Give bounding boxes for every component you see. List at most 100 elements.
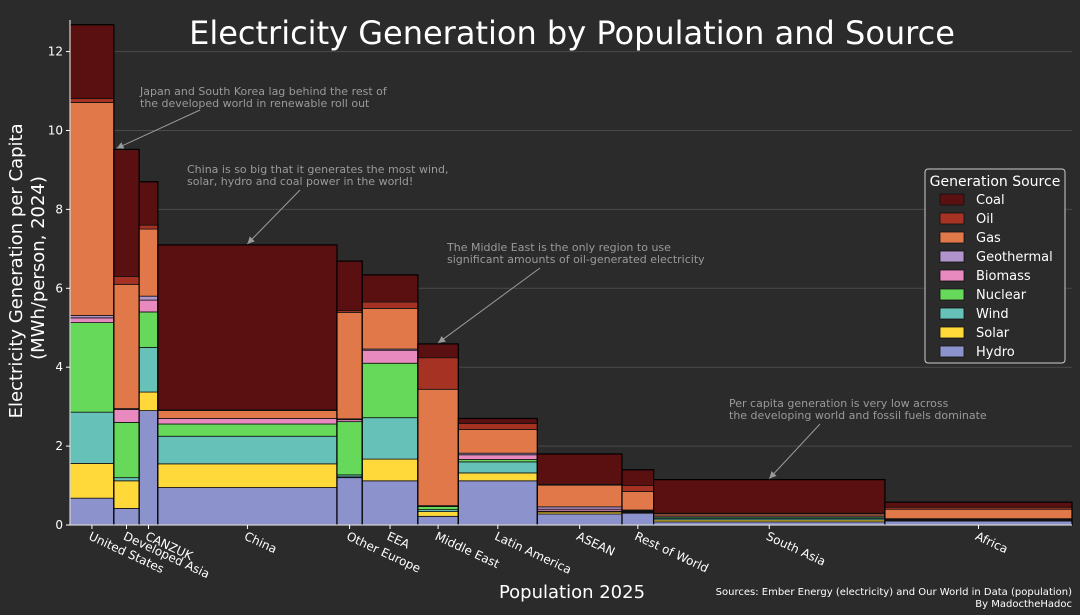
y-axis-label-line-2: (MWh/person, 2024) <box>28 176 49 360</box>
legend: Generation Source Coal Oil Gas Geothermal Bi… <box>924 168 1066 364</box>
bar-segment-middle-east-solar <box>417 511 459 517</box>
bar-segment-canzuk-solar <box>138 391 159 411</box>
legend-label: Solar <box>976 326 1010 341</box>
bar-segment-africa-coal <box>884 501 1073 508</box>
y-tick-label: 12 <box>48 45 63 59</box>
y-tick-label: 2 <box>55 439 63 453</box>
bar-segment-developed-asia-wind <box>113 477 140 482</box>
bar-segment-canzuk-wind <box>138 347 159 393</box>
y-axis-label: Electricity Generation per Capita (MWh/p… <box>6 118 49 419</box>
bar-group-canzuk <box>138 181 159 526</box>
legend-label: Wind <box>976 307 1009 322</box>
bar-segment-eea-hydro <box>361 480 419 526</box>
bar-segment-canzuk-gas <box>138 228 159 297</box>
annotation-developed-asia: Japan and South Korea lag behind the res… <box>116 85 388 149</box>
bar-segment-south-asia-coal <box>653 479 886 514</box>
bar-segment-rest-of-world-coal <box>621 469 655 486</box>
legend-item-geothermal: Geothermal <box>939 250 1053 265</box>
annotation-arrow-line <box>768 423 821 479</box>
bar-segment-middle-east-hydro <box>417 515 459 526</box>
bar-segment-rest-of-world-hydro <box>621 512 655 526</box>
bar-segment-canzuk-nuclear <box>138 311 159 348</box>
annotation-arrow-head <box>769 471 777 479</box>
bar-segment-asean-coal <box>536 453 623 485</box>
annotation-text: solar, hydro and coal power in the world… <box>187 175 413 188</box>
legend-swatch <box>939 345 965 358</box>
bar-segment-united-states-oil <box>69 98 115 103</box>
bar-segment-united-states-biomass <box>69 317 115 324</box>
bar-segment-eea-nuclear <box>361 362 419 419</box>
bar-group-china <box>157 244 338 526</box>
bar-group-developed-asia <box>113 148 140 526</box>
legend-label: Coal <box>976 193 1005 208</box>
annotation-arrow-head <box>247 236 255 244</box>
legend-swatch <box>939 326 965 339</box>
bar-segment-developed-asia-gas <box>113 283 140 410</box>
bar-segment-latin-america-gas <box>457 429 538 454</box>
bar-segment-china-nuclear <box>157 423 338 437</box>
legend-swatch <box>939 307 965 320</box>
bar-segment-united-states-coal <box>69 24 115 99</box>
bar-segment-canzuk-biomass <box>138 299 159 313</box>
y-axis-label-line-1: Electricity Generation per Capita <box>6 123 27 418</box>
bar-segment-other-europe-coal <box>336 260 363 311</box>
bar-segment-latin-america-solar <box>457 472 538 482</box>
bar-segment-developed-asia-nuclear <box>113 422 140 479</box>
bar-segment-eea-oil <box>361 301 419 309</box>
bar-segment-developed-asia-oil <box>113 276 140 285</box>
bar-segment-eea-wind <box>361 417 419 460</box>
bar-group-south-asia <box>653 479 886 526</box>
bar-segment-united-states-solar <box>69 463 115 499</box>
bar-segment-eea-biomass <box>361 349 419 364</box>
bar-segment-developed-asia-biomass <box>113 409 140 423</box>
annotation-text: China is so big that it generates the mo… <box>187 163 448 176</box>
bar-group-united-states <box>69 24 115 526</box>
annotation-middle-east: The Middle East is the only region to us… <box>437 241 705 344</box>
bar-segment-china-hydro <box>157 487 338 526</box>
bar-segment-eea-solar <box>361 458 419 482</box>
bar-segment-eea-gas <box>361 308 419 350</box>
bar-segment-china-coal <box>157 244 338 411</box>
bar-segment-canzuk-hydro <box>138 410 159 526</box>
legend-swatch <box>939 288 965 301</box>
bar-segment-rest-of-world-oil <box>621 485 655 492</box>
annotation-text: the developing world and fossil fuels do… <box>729 409 987 422</box>
bar-segment-china-solar <box>157 463 338 488</box>
bar-segment-other-europe-gas <box>336 311 363 420</box>
legend-item-gas: Gas <box>939 231 1001 246</box>
annotation-south-asia: Per capita generation is very low across… <box>729 397 987 479</box>
annotation-arrow-line <box>116 109 201 149</box>
bar-segment-latin-america-wind <box>457 461 538 474</box>
bar-segment-developed-asia-coal <box>113 149 140 277</box>
chart-title: Electricity Generation by Population and… <box>189 14 955 52</box>
annotation-text: significant amounts of oil-generated ele… <box>447 253 705 266</box>
y-tick-label: 10 <box>48 123 63 137</box>
bar-segment-canzuk-coal <box>138 181 159 226</box>
bar-segment-asean-gas <box>536 484 623 508</box>
y-tick-label: 4 <box>55 360 63 374</box>
bar-segment-middle-east-coal <box>417 343 459 359</box>
bar-segment-united-states-wind <box>69 411 115 464</box>
legend-item-oil: Oil <box>939 212 993 227</box>
legend-item-biomass: Biomass <box>939 269 1031 284</box>
legend-item-coal: Coal <box>939 193 1005 208</box>
bar-segment-africa-gas <box>884 508 1073 520</box>
bar-segment-canzuk-oil <box>138 224 159 230</box>
bar-group-rest-of-world <box>621 469 655 526</box>
author-credit: By MadoctheHadoc <box>975 599 1072 610</box>
y-tick-label: 0 <box>55 518 63 532</box>
bar-group-middle-east <box>417 343 459 526</box>
bar-segment-latin-america-biomass <box>457 454 538 460</box>
bar-group-asean <box>536 453 623 526</box>
legend-label: Oil <box>976 212 993 227</box>
bar-segment-eea-coal <box>361 274 419 303</box>
bar-segment-united-states-nuclear <box>69 322 115 413</box>
legend-label: Hydro <box>976 345 1015 360</box>
bar-segment-middle-east-gas <box>417 388 459 507</box>
legend-swatch <box>939 269 965 282</box>
legend-swatch <box>939 212 965 225</box>
legend-swatch <box>939 193 965 206</box>
legend-item-solar: Solar <box>939 326 1010 341</box>
bar-segment-latin-america-coal <box>457 418 538 425</box>
